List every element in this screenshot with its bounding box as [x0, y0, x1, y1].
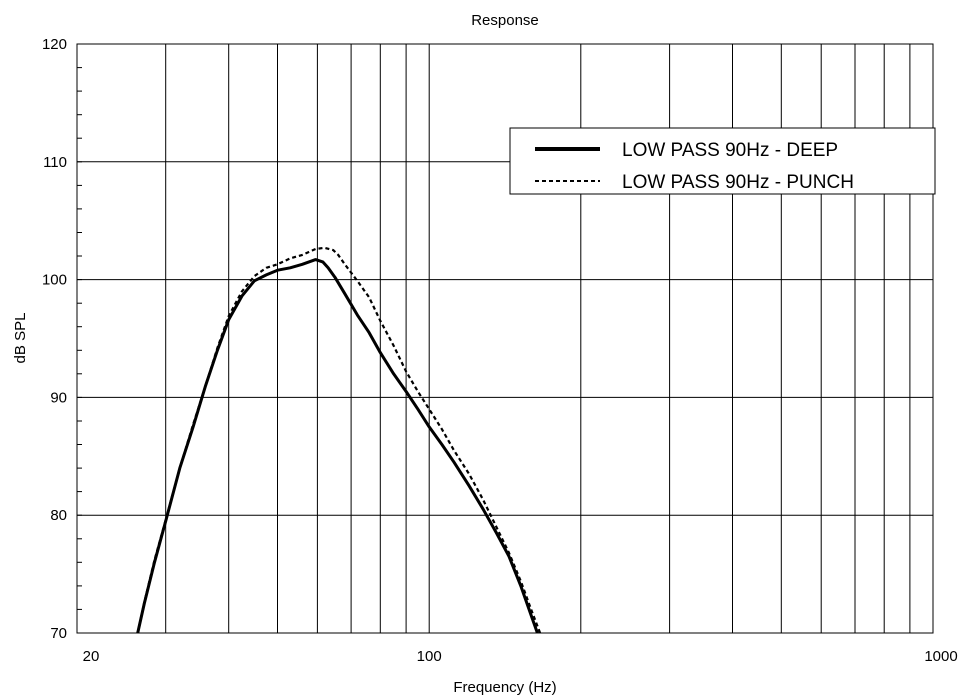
y-tick-label: 70	[50, 625, 67, 642]
y-tick-label: 120	[42, 36, 67, 53]
x-tick-label: 1000	[924, 648, 957, 665]
legend-label: LOW PASS 90Hz - PUNCH	[622, 172, 854, 193]
chart-title: Response	[471, 12, 539, 29]
plot-frame	[76, 43, 934, 634]
axis-ticks	[77, 43, 82, 634]
y-tick-label: 90	[50, 389, 67, 406]
legend-box	[509, 127, 936, 195]
x-tick-label: 100	[417, 648, 442, 665]
legend-label: LOW PASS 90Hz - DEEP	[622, 140, 838, 161]
x-tick-labels: 20 100 1000	[83, 648, 958, 665]
y-tick-labels: 70 80 90 100 110 120	[42, 36, 67, 642]
series-lines	[136, 246, 542, 634]
y-axis-label: dB SPL	[12, 313, 29, 364]
series-line-punch	[136, 246, 542, 634]
series-line-deep	[136, 258, 539, 634]
x-axis-label: Frequency (Hz)	[453, 679, 556, 696]
legend: LOW PASS 90Hz - DEEP LOW PASS 90Hz - PUNC…	[509, 127, 936, 195]
y-tick-label: 100	[42, 272, 67, 289]
y-tick-label: 80	[50, 507, 67, 524]
x-tick-label: 20	[83, 648, 100, 665]
y-tick-label: 110	[43, 154, 67, 171]
